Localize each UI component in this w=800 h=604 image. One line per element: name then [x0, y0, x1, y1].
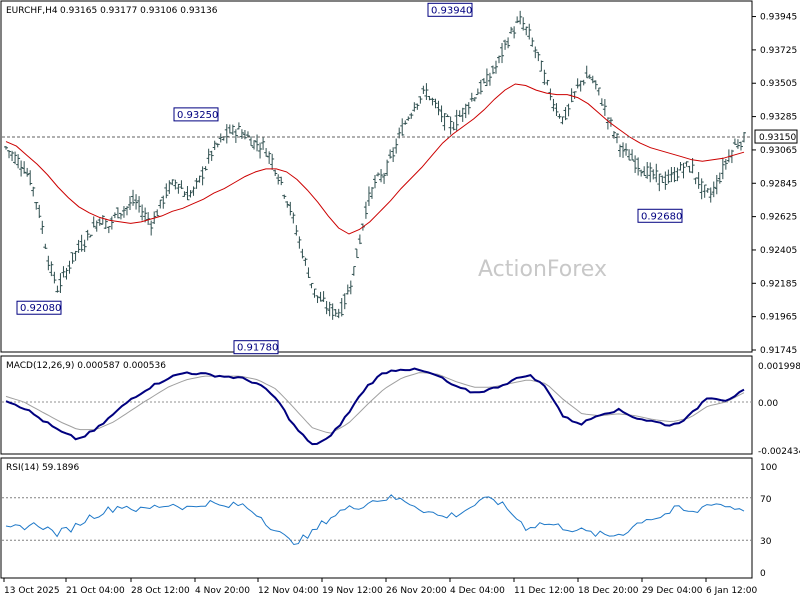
watermark: ActionForex — [478, 257, 607, 282]
y-tick-label: 0.92625 — [760, 213, 797, 223]
x-tick-label: 21 Oct 04:00 — [66, 586, 125, 596]
price-callout-label: 0.91780 — [237, 343, 278, 354]
rsi-tick-label: 70 — [760, 495, 772, 505]
x-tick-label: 13 Oct 2025 — [4, 586, 60, 596]
macd-tick-label: 0.001998 — [758, 362, 800, 372]
rsi-plot — [2, 494, 752, 546]
price-callout-label: 0.92080 — [20, 303, 61, 314]
x-tick-label: 29 Dec 04:00 — [642, 586, 703, 596]
x-tick-label: 12 Nov 04:00 — [258, 586, 319, 596]
price-callout — [427, 2, 473, 17]
y-tick-label: 0.93505 — [760, 79, 797, 89]
x-tick-label: 28 Oct 12:00 — [131, 586, 190, 596]
x-tick-label: 19 Nov 12:00 — [322, 586, 383, 596]
moving-average-line — [5, 83, 745, 235]
macd-plot — [2, 367, 752, 446]
x-tick-label: 11 Dec 12:00 — [514, 586, 575, 596]
price-callout-label: 0.93250 — [177, 110, 218, 121]
symbol-timeframe: EURCHF,H4 — [6, 6, 58, 16]
price-callout-label: 0.92680 — [641, 211, 682, 222]
x-tick-label: 4 Dec 04:00 — [450, 586, 505, 596]
macd-tick-label: 0.00 — [758, 399, 778, 409]
x-tick-label: 4 Nov 20:00 — [195, 586, 250, 596]
price-callout-label: 0.93940 — [431, 5, 472, 16]
y-tick-label: 0.93945 — [760, 13, 797, 23]
x-tick-label: 18 Dec 20:00 — [578, 586, 639, 596]
y-tick-label: 0.91745 — [760, 346, 797, 356]
rsi-tick-label: 30 — [760, 537, 772, 547]
ohlc-values: 0.93165 0.93177 0.93106 0.93136 — [60, 6, 218, 16]
y-tick-label: 0.92845 — [760, 179, 797, 189]
price-callout — [637, 208, 683, 223]
y-tick-label: 0.93285 — [760, 113, 797, 123]
y-tick-label: 0.93065 — [760, 146, 797, 156]
axes: 0.93150 0.93945 0.93725 0.93505 0.93285 0.930… — [3, 13, 800, 596]
y-tick-label: 0.93725 — [760, 46, 797, 56]
macd-tick-label: -0.002434 — [758, 447, 800, 457]
macd-title: MACD(12,26,9) 0.000587 0.000536 — [6, 361, 166, 371]
y-tick-label: 0.92185 — [760, 279, 797, 289]
price-callout — [233, 340, 279, 355]
price-callout — [16, 300, 62, 315]
current-price-tag — [754, 129, 798, 144]
current-price-label: 0.93150 — [759, 133, 796, 143]
y-tick-label: 0.92405 — [760, 246, 797, 256]
macd-main-line — [5, 367, 745, 446]
rsi-pane — [0, 457, 753, 579]
rsi-tick-label: 100 — [760, 463, 777, 473]
rsi-tick-label: 0 — [760, 569, 766, 579]
x-tick-label: 6 Jan 12:00 — [706, 586, 758, 596]
rsi-line — [5, 494, 745, 546]
macd-pane — [0, 355, 753, 455]
macd-signal-line — [5, 372, 745, 434]
price-callout — [173, 107, 219, 122]
rsi-title: RSI(14) 59.1896 — [6, 463, 79, 473]
x-tick-label: 26 Nov 20:00 — [386, 586, 447, 596]
main-pane — [0, 0, 753, 353]
price-plot: 0.92080 0.93250 0.91780 0.93940 0.92680 — [2, 2, 752, 355]
y-tick-label: 0.91965 — [760, 313, 797, 323]
